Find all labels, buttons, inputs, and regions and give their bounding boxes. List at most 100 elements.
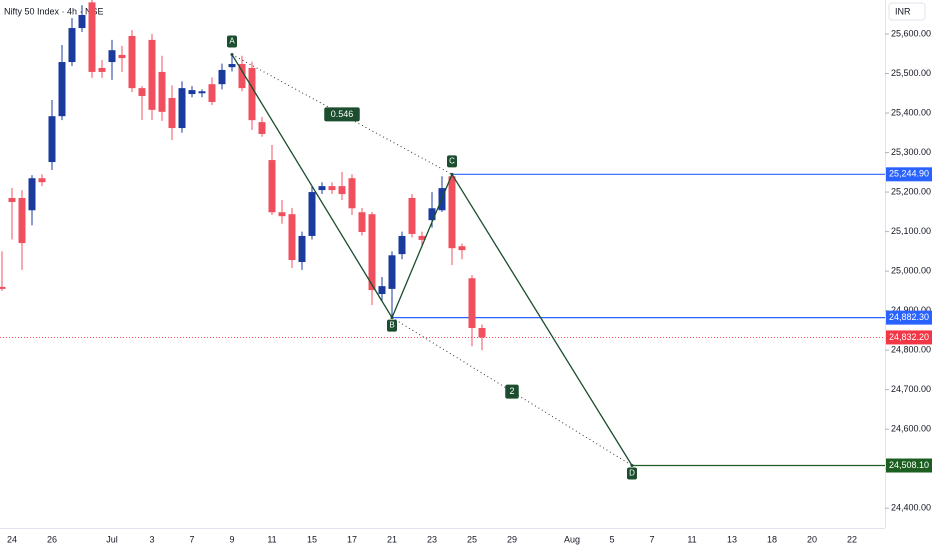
candle-body	[48, 116, 56, 163]
currency-box	[888, 2, 926, 21]
x-tick-label: 15	[307, 534, 317, 544]
candle-body	[228, 64, 236, 68]
pattern-leg	[231, 54, 393, 318]
y-tick-label: 24,900.00	[891, 305, 931, 315]
x-tick-label: 20	[807, 534, 817, 544]
candle-body	[478, 328, 486, 338]
candle-body	[328, 186, 336, 191]
candle-body	[368, 214, 376, 291]
ratio-badge	[324, 107, 360, 122]
ratio-badge	[505, 384, 519, 399]
x-tick-label: Jul	[106, 534, 118, 544]
point-label: C	[449, 156, 455, 165]
candle-body	[128, 35, 136, 89]
candle-body	[138, 88, 146, 97]
pattern-point	[630, 464, 634, 468]
candle-body	[78, 15, 86, 29]
x-tick-label: 7	[649, 534, 654, 544]
candle-body	[308, 192, 316, 236]
x-tick-label: 22	[847, 534, 857, 544]
candle-body	[18, 198, 26, 244]
candle-body	[8, 198, 16, 202]
y-tick-label: 24,700.00	[891, 384, 931, 394]
point-label: A	[229, 37, 235, 46]
candle-body	[218, 69, 226, 85]
y-tick-label: 25,300.00	[891, 147, 931, 157]
currency: INR	[895, 6, 911, 16]
point-badge	[447, 155, 457, 168]
candle-body	[468, 278, 476, 329]
candle-body	[398, 235, 406, 255]
x-tick-label: 5	[609, 534, 614, 544]
x-tick-label: 11	[267, 534, 276, 544]
candle-body	[378, 286, 386, 295]
candle-body	[188, 90, 196, 95]
point-badge	[627, 467, 637, 480]
candle-body	[28, 178, 36, 211]
y-tick-label: 24,600.00	[891, 424, 931, 434]
pattern-leg	[451, 173, 633, 466]
candle-body	[318, 186, 326, 191]
candle-body	[448, 176, 456, 249]
point-badge	[227, 35, 237, 48]
candle-body	[298, 235, 306, 263]
candle-body	[348, 178, 356, 209]
level-badge	[886, 330, 932, 345]
level-badge	[886, 310, 932, 325]
y-tick-label: 25,200.00	[891, 186, 931, 196]
x-tick-label: 25	[467, 534, 477, 544]
y-tick-label: 25,600.00	[891, 28, 931, 38]
candle-body	[38, 178, 46, 183]
y-tick-label: 25,100.00	[891, 226, 931, 236]
level-badge	[886, 167, 932, 182]
candle-body	[148, 39, 156, 110]
x-tick-label: 11	[687, 534, 696, 544]
pattern-leg	[391, 174, 453, 318]
y-tick-label: 25,500.00	[891, 68, 931, 78]
candle-body	[418, 235, 426, 240]
x-tick-label: 13	[727, 534, 737, 544]
x-tick-label: 24	[7, 534, 17, 544]
x-tick-label: 3	[149, 534, 154, 544]
candle-body	[358, 212, 366, 232]
candle-body	[0, 286, 6, 289]
x-tick-label: 29	[507, 534, 517, 544]
pattern-point	[390, 316, 394, 320]
candle-body	[408, 198, 416, 234]
y-tick-label: 24,400.00	[891, 503, 931, 513]
candle-body	[458, 246, 466, 251]
candle-body	[58, 62, 66, 117]
candle-body	[88, 2, 96, 72]
point-label: B	[389, 321, 394, 330]
pattern-point	[450, 172, 454, 176]
y-tick-label: 25,000.00	[891, 265, 931, 275]
ratio-label: 0.546	[331, 109, 354, 119]
x-tick-label: 18	[767, 534, 777, 544]
level-badge	[886, 458, 932, 473]
candle-body	[108, 50, 116, 63]
x-tick-label: Aug	[564, 534, 580, 544]
candle-body	[118, 54, 126, 59]
point-label: D	[629, 469, 635, 478]
ratio-label: 2	[509, 386, 514, 396]
candle-body	[158, 71, 166, 112]
candle-body	[178, 88, 186, 129]
pattern-extension	[231, 54, 453, 175]
candle-body	[268, 160, 276, 213]
candle-body	[388, 255, 396, 289]
pattern-point	[230, 53, 234, 57]
x-tick-label: 17	[347, 534, 357, 544]
level-label: 24,882.30	[889, 312, 929, 322]
candle-body	[278, 212, 286, 217]
candle-body	[338, 186, 346, 195]
candle-body	[288, 214, 296, 261]
candle-body	[238, 64, 246, 89]
candle-body	[168, 98, 176, 129]
x-tick-label: 9	[229, 534, 234, 544]
point-badge	[387, 319, 397, 332]
candle-body	[198, 91, 206, 94]
level-label: 24,508.10	[889, 460, 929, 470]
candle-body	[428, 208, 436, 221]
